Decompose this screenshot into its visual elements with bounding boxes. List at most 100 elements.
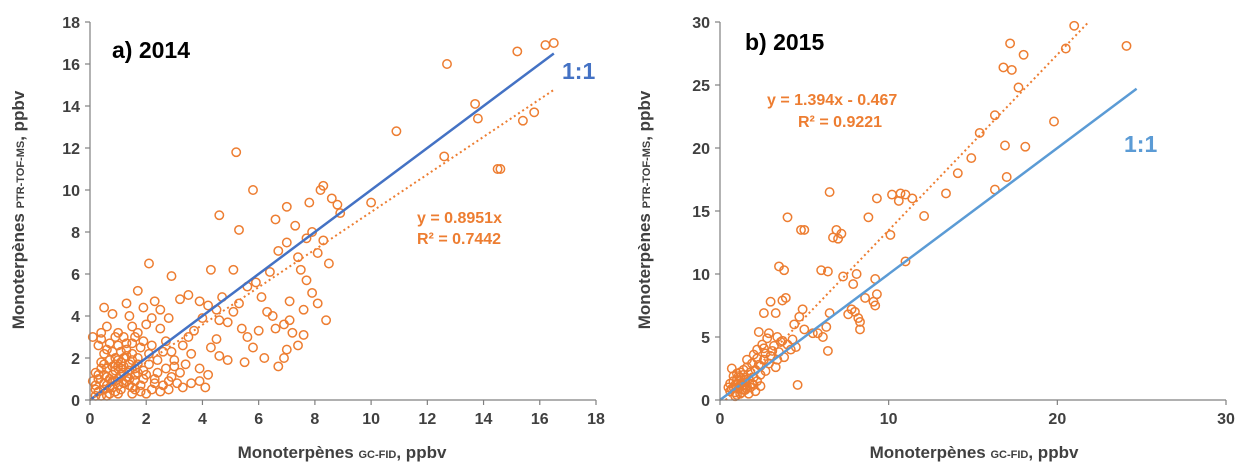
data-point	[495, 164, 506, 174]
data-point	[166, 371, 177, 382]
data-point	[752, 353, 763, 364]
data-point	[315, 185, 326, 195]
data-point	[96, 334, 107, 345]
data-point	[843, 309, 854, 320]
data-point	[301, 233, 312, 244]
data-point	[301, 275, 312, 286]
data-point	[755, 381, 766, 392]
panel-a-fit-r2: R² = 0.7442	[417, 231, 501, 248]
data-point	[281, 201, 292, 212]
panel-a-title: a) 2014	[112, 37, 190, 63]
data-point	[529, 107, 540, 118]
y-tick-label: 30	[692, 15, 710, 32]
data-point	[175, 367, 185, 378]
x-tick-label: 10	[362, 411, 380, 428]
data-point	[1121, 40, 1132, 51]
data-point	[189, 325, 199, 336]
data-point	[816, 265, 827, 276]
x-tick-label: 8	[310, 411, 319, 428]
data-point	[132, 285, 143, 296]
data-point	[989, 110, 1000, 121]
panel-a-fit-equation: y = 0.8951x	[417, 210, 502, 227]
data-point	[234, 224, 244, 235]
data-point	[838, 271, 849, 282]
data-point	[222, 317, 233, 328]
data-point	[194, 296, 205, 307]
panel-b-y-label: Monoterpènes PTR-TOF-MS, ppbv	[635, 90, 654, 329]
data-point	[175, 294, 185, 305]
data-point	[758, 308, 769, 319]
data-point	[158, 346, 169, 357]
y-tick-label: 16	[62, 57, 80, 74]
data-point	[1000, 140, 1010, 151]
data-point	[1005, 38, 1016, 49]
data-point	[273, 361, 284, 372]
data-point	[792, 379, 803, 390]
data-point	[284, 296, 295, 307]
data-point	[248, 185, 258, 195]
data-point	[101, 321, 112, 332]
y-tick-label: 14	[62, 99, 80, 116]
x-tick-label: 14	[475, 411, 493, 428]
data-point	[1013, 82, 1024, 93]
y-tick-label: 5	[701, 330, 710, 347]
panel-b-x-label: Monoterpènes GC-FID, ppbv	[870, 443, 1079, 462]
data-point	[298, 329, 309, 340]
data-point	[548, 38, 559, 48]
panel-a-x-ticks: 0 2 4 6 8 10 12 14 16 18	[86, 400, 605, 428]
data-point	[90, 384, 101, 395]
data-point	[113, 388, 124, 399]
data-point	[966, 153, 977, 164]
data-point	[758, 343, 769, 354]
data-point	[743, 388, 754, 399]
panel-b-points	[723, 20, 1132, 402]
data-point	[998, 62, 1009, 73]
data-point	[1069, 20, 1080, 31]
data-point	[772, 332, 783, 342]
data-point	[141, 388, 152, 399]
y-tick-label: 18	[62, 15, 80, 32]
data-point	[323, 258, 334, 269]
data-point	[281, 237, 292, 248]
data-point	[312, 298, 323, 309]
data-point	[267, 311, 278, 321]
data-point	[146, 313, 157, 324]
data-point	[183, 290, 194, 300]
data-point	[149, 296, 160, 307]
data-point	[250, 277, 261, 288]
y-tick-label: 10	[62, 183, 80, 200]
data-point	[726, 363, 737, 374]
data-point	[194, 363, 205, 374]
data-point	[242, 332, 253, 342]
data-point	[135, 342, 146, 353]
data-point	[442, 59, 452, 69]
data-point	[121, 298, 132, 309]
data-point	[101, 344, 112, 355]
data-point	[113, 340, 124, 351]
x-tick-label: 12	[418, 411, 436, 428]
data-point	[907, 193, 918, 204]
data-point	[262, 306, 273, 317]
data-point	[941, 188, 951, 199]
data-point	[796, 224, 806, 235]
data-point	[256, 292, 267, 303]
data-point	[851, 269, 862, 279]
data-point	[748, 379, 759, 390]
data-point	[211, 334, 222, 345]
data-point	[822, 266, 833, 277]
y-tick-label: 20	[692, 141, 710, 158]
panel-b-one-to-one-line	[719, 87, 1138, 402]
data-point	[200, 382, 211, 393]
x-tick-label: 16	[531, 411, 549, 428]
data-point	[1018, 49, 1029, 60]
data-point	[1049, 116, 1059, 127]
data-point	[248, 342, 258, 353]
data-point	[760, 348, 771, 359]
data-point	[270, 323, 281, 334]
x-tick-label: 18	[587, 411, 605, 428]
data-point	[885, 229, 896, 240]
data-point	[228, 306, 239, 317]
data-point	[127, 321, 138, 332]
